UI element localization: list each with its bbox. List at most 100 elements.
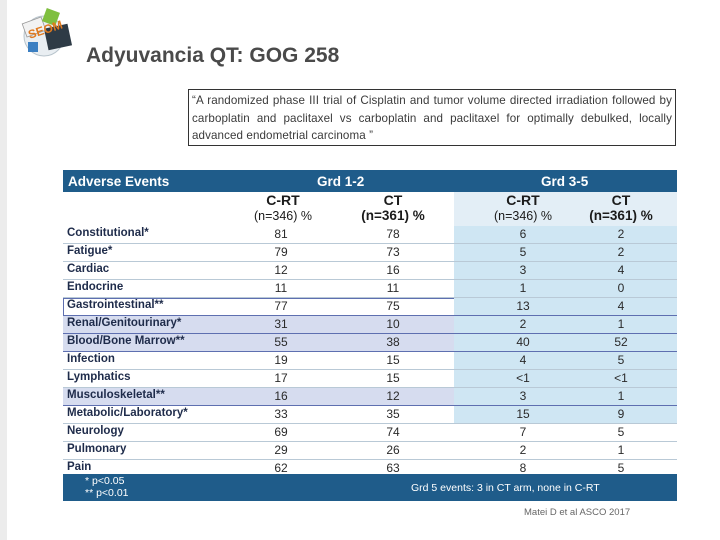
header-grade-3-5: Grd 3-5 [541, 174, 589, 189]
row-value: 2 [617, 245, 625, 259]
adverse-events-table: Adverse Events Grd 1-2 Grd 3-5 C-RT (n=3… [63, 170, 677, 501]
subheader-grade-3-5-shade [454, 192, 677, 226]
row-value: <1 [516, 371, 530, 385]
row-label: Infection [67, 353, 115, 365]
row-highlight-right [454, 388, 677, 405]
table-row: Renal/Genitourinary* 31 10 2 1 [63, 316, 677, 334]
row-label: Lymphatics [67, 371, 131, 383]
table-row: Fatigue* 79 73 5 2 [63, 244, 677, 262]
row-label: Endocrine [67, 281, 124, 293]
row-value: 33 [274, 407, 288, 421]
row-value: 1 [617, 389, 625, 403]
row-value: 15 [516, 407, 530, 421]
footnote-p001: ** p<0.01 [85, 487, 129, 499]
row-value: 69 [274, 425, 288, 439]
row-label: Pain [67, 461, 92, 473]
table-row: Neurology 69 74 7 5 [63, 424, 677, 442]
subheader-crt-grd12: C-RT (n=346) % [253, 192, 313, 224]
row-value: 9 [617, 407, 625, 421]
row-label: Metabolic/Laboratory* [67, 407, 188, 419]
row-value: 3 [519, 263, 527, 277]
row-value: 4 [617, 263, 625, 277]
row-highlight-right [454, 262, 677, 279]
table-footer: * p<0.05 ** p<0.01 Grd 5 events: 3 in CT… [63, 474, 677, 501]
row-value: 13 [516, 299, 530, 313]
row-value: 6 [519, 227, 527, 241]
seom-logo-icon: SEOM [21, 8, 73, 57]
table-row: Cardiac 12 16 3 4 [63, 262, 677, 280]
row-value: 15 [386, 353, 400, 367]
row-value: 2 [617, 227, 625, 241]
row-value: 19 [274, 353, 288, 367]
table-row: Gastrointestinal** 77 75 13 4 [63, 298, 677, 316]
row-value: 73 [386, 245, 400, 259]
table-subheader-row: C-RT (n=346) % CT (n=361) % C-RT (n=346)… [63, 192, 677, 226]
footnote-p005: * p<0.05 [85, 475, 125, 487]
slide-left-border [0, 0, 7, 540]
table-header-row: Adverse Events Grd 1-2 Grd 3-5 [63, 170, 677, 192]
row-label: Cardiac [67, 263, 110, 275]
row-value: 5 [617, 425, 625, 439]
row-value: 4 [617, 299, 625, 313]
row-value: 17 [274, 371, 288, 385]
table-row: Endocrine 11 11 1 0 [63, 280, 677, 298]
row-value: 35 [386, 407, 400, 421]
row-highlight-left [63, 388, 454, 405]
row-value: 5 [617, 353, 625, 367]
row-value: 55 [274, 335, 288, 349]
row-value: 5 [519, 245, 527, 259]
row-value: 2 [519, 443, 527, 457]
row-value: 0 [617, 281, 625, 295]
row-label: Pulmonary [67, 443, 127, 455]
table-row: Infection 19 15 4 5 [63, 352, 677, 370]
row-highlight-right [454, 406, 677, 423]
row-label: Blood/Bone Marrow** [67, 335, 185, 347]
subheader-ct-grd12: CT (n=361) % [361, 192, 425, 224]
row-value: 1 [617, 317, 625, 331]
row-value: 40 [516, 335, 530, 349]
row-label: Gastrointestinal** [67, 299, 164, 311]
row-highlight-right [454, 370, 677, 387]
table-row: Musculoskeletal** 16 12 3 1 [63, 388, 677, 406]
row-highlight-right [454, 298, 677, 315]
row-value: 63 [386, 461, 400, 475]
row-value: 11 [386, 281, 400, 295]
row-highlight-right [454, 352, 677, 369]
row-highlight-right [454, 244, 677, 261]
row-value: 4 [519, 353, 527, 367]
row-value: 2 [519, 317, 527, 331]
row-label: Neurology [67, 425, 124, 437]
subheader-ct-grd35: CT (n=361) % [589, 192, 653, 224]
row-label: Renal/Genitourinary* [67, 317, 182, 329]
row-value: 75 [386, 299, 400, 313]
row-value: 3 [519, 389, 527, 403]
row-value: 62 [274, 461, 288, 475]
row-highlight-right [454, 316, 677, 333]
row-label: Musculoskeletal** [67, 389, 165, 401]
row-highlight-right [454, 334, 677, 351]
table-row: Constitutional* 81 78 6 2 [63, 226, 677, 244]
row-value: 8 [519, 461, 527, 475]
study-quote-box: “A randomized phase III trial of Cisplat… [188, 89, 676, 146]
row-value: 74 [386, 425, 400, 439]
row-value: 81 [274, 227, 288, 241]
row-value: 1 [519, 281, 527, 295]
row-value: 78 [386, 227, 400, 241]
row-value: 79 [274, 245, 288, 259]
header-adverse-events: Adverse Events [68, 174, 170, 189]
table-row: Pulmonary 29 26 2 1 [63, 442, 677, 460]
row-value: 12 [274, 263, 288, 277]
row-value: 10 [386, 317, 400, 331]
row-value: 29 [274, 443, 288, 457]
row-value: <1 [614, 371, 628, 385]
table-body: Constitutional* 81 78 6 2 Fatigue* 79 73 5 2 Cardi… [63, 226, 677, 478]
footnote-grade5: Grd 5 events: 3 in CT arm, none in C-RT [411, 482, 600, 494]
citation: Matei D et al ASCO 2017 [524, 507, 631, 518]
row-label: Constitutional* [67, 227, 149, 239]
row-value: 12 [386, 389, 400, 403]
row-value: 5 [617, 461, 625, 475]
row-highlight-right [454, 226, 677, 243]
row-value: 1 [617, 443, 625, 457]
subheader-crt-grd35: C-RT (n=346) % [493, 192, 553, 224]
row-highlight-right [454, 280, 677, 297]
